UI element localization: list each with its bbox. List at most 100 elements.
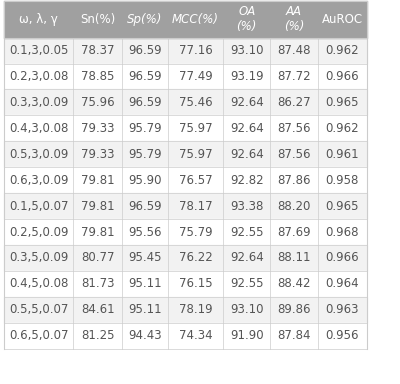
- Text: 0.3,5,0.09: 0.3,5,0.09: [9, 252, 68, 265]
- Text: 87.48: 87.48: [277, 44, 311, 57]
- Text: 76.57: 76.57: [178, 174, 212, 187]
- Text: 74.34: 74.34: [178, 329, 212, 342]
- Text: 0.1,3,0.05: 0.1,3,0.05: [9, 44, 68, 57]
- Text: 92.64: 92.64: [230, 122, 264, 135]
- Bar: [4, 245, 367, 271]
- Text: 78.17: 78.17: [178, 200, 212, 213]
- Text: 84.61: 84.61: [81, 303, 114, 316]
- Text: 76.15: 76.15: [178, 277, 212, 290]
- Text: 93.10: 93.10: [230, 303, 264, 316]
- Bar: [4, 115, 367, 141]
- Text: 92.64: 92.64: [230, 96, 264, 109]
- Text: 87.72: 87.72: [277, 70, 311, 83]
- Text: 0.6,5,0.07: 0.6,5,0.07: [9, 329, 68, 342]
- Text: 0.966: 0.966: [326, 70, 359, 83]
- Text: 77.16: 77.16: [178, 44, 212, 57]
- Text: 95.11: 95.11: [128, 277, 162, 290]
- Text: 88.42: 88.42: [277, 277, 311, 290]
- Text: 79.81: 79.81: [81, 225, 114, 238]
- Bar: [4, 38, 367, 63]
- Text: 0.2,5,0.09: 0.2,5,0.09: [9, 225, 68, 238]
- Text: 77.49: 77.49: [178, 70, 212, 83]
- Bar: [4, 219, 367, 245]
- Text: 0.962: 0.962: [326, 122, 359, 135]
- Text: AuROC: AuROC: [322, 13, 363, 26]
- Text: 89.86: 89.86: [277, 303, 311, 316]
- Text: 94.43: 94.43: [128, 329, 162, 342]
- Text: 93.19: 93.19: [230, 70, 264, 83]
- Text: 95.56: 95.56: [128, 225, 162, 238]
- Text: ω, λ, γ: ω, λ, γ: [19, 13, 58, 26]
- Text: 0.6,3,0.09: 0.6,3,0.09: [9, 174, 68, 187]
- Text: 0.5,5,0.07: 0.5,5,0.07: [9, 303, 68, 316]
- Text: 95.90: 95.90: [128, 174, 162, 187]
- Text: 0.963: 0.963: [326, 303, 359, 316]
- Text: 92.55: 92.55: [230, 277, 264, 290]
- Text: 75.97: 75.97: [178, 122, 212, 135]
- Text: 87.84: 87.84: [277, 329, 311, 342]
- Text: 87.56: 87.56: [277, 148, 311, 161]
- Text: 95.79: 95.79: [128, 122, 162, 135]
- Bar: [4, 2, 367, 38]
- Text: MCC(%): MCC(%): [172, 13, 219, 26]
- Text: 0.964: 0.964: [326, 277, 359, 290]
- Text: OA
(%): OA (%): [236, 5, 257, 33]
- Text: 87.86: 87.86: [277, 174, 311, 187]
- Text: 95.11: 95.11: [128, 303, 162, 316]
- Text: 92.64: 92.64: [230, 148, 264, 161]
- Text: 0.965: 0.965: [326, 200, 359, 213]
- Text: 96.59: 96.59: [128, 44, 162, 57]
- Text: Sp(%): Sp(%): [127, 13, 163, 26]
- Text: 75.79: 75.79: [178, 225, 212, 238]
- Text: 92.55: 92.55: [230, 225, 264, 238]
- Text: 96.59: 96.59: [128, 96, 162, 109]
- Text: 78.85: 78.85: [81, 70, 114, 83]
- Text: 78.19: 78.19: [178, 303, 212, 316]
- Text: 79.33: 79.33: [81, 148, 114, 161]
- Bar: [4, 323, 367, 349]
- Text: 79.81: 79.81: [81, 174, 114, 187]
- Text: 0.961: 0.961: [326, 148, 359, 161]
- Text: 0.958: 0.958: [326, 174, 359, 187]
- Text: 79.81: 79.81: [81, 200, 114, 213]
- Text: 0.968: 0.968: [326, 225, 359, 238]
- Bar: [4, 271, 367, 297]
- Text: 87.56: 87.56: [277, 122, 311, 135]
- Text: 88.20: 88.20: [277, 200, 311, 213]
- Text: 92.64: 92.64: [230, 252, 264, 265]
- Text: 75.97: 75.97: [178, 148, 212, 161]
- Text: 93.38: 93.38: [230, 200, 263, 213]
- Bar: [4, 63, 367, 89]
- Text: 0.1,5,0.07: 0.1,5,0.07: [9, 200, 68, 213]
- Bar: [4, 89, 367, 115]
- Text: 78.37: 78.37: [81, 44, 114, 57]
- Text: 0.962: 0.962: [326, 44, 359, 57]
- Text: 81.25: 81.25: [81, 329, 114, 342]
- Bar: [4, 193, 367, 219]
- Text: 0.956: 0.956: [326, 329, 359, 342]
- Text: 80.77: 80.77: [81, 252, 114, 265]
- Text: 86.27: 86.27: [277, 96, 311, 109]
- Bar: [4, 167, 367, 193]
- Text: 96.59: 96.59: [128, 70, 162, 83]
- Text: 88.11: 88.11: [277, 252, 311, 265]
- Text: 75.46: 75.46: [178, 96, 212, 109]
- Bar: [4, 297, 367, 323]
- Text: 87.69: 87.69: [277, 225, 311, 238]
- Text: AA
(%): AA (%): [284, 5, 304, 33]
- Text: 79.33: 79.33: [81, 122, 114, 135]
- Text: Sn(%): Sn(%): [80, 13, 115, 26]
- Text: 0.2,3,0.08: 0.2,3,0.08: [9, 70, 68, 83]
- Text: 0.966: 0.966: [326, 252, 359, 265]
- Text: 0.3,3,0.09: 0.3,3,0.09: [9, 96, 68, 109]
- Text: 91.90: 91.90: [230, 329, 264, 342]
- Text: 81.73: 81.73: [81, 277, 114, 290]
- Text: 0.5,3,0.09: 0.5,3,0.09: [9, 148, 68, 161]
- Text: 95.79: 95.79: [128, 148, 162, 161]
- Text: 76.22: 76.22: [178, 252, 212, 265]
- Text: 75.96: 75.96: [81, 96, 114, 109]
- Text: 93.10: 93.10: [230, 44, 264, 57]
- Bar: [4, 141, 367, 167]
- Text: 95.45: 95.45: [128, 252, 162, 265]
- Text: 92.82: 92.82: [230, 174, 264, 187]
